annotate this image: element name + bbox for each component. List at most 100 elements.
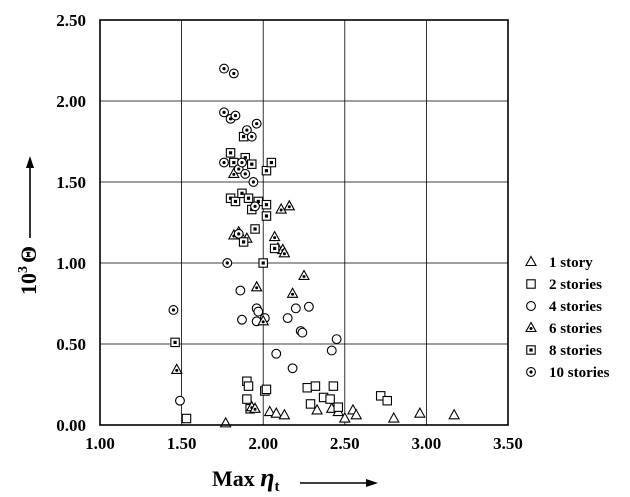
legend-marker [525, 255, 537, 267]
y-tick-label: 2.50 [56, 11, 86, 30]
data-point [233, 228, 244, 239]
x-tick-label: 1.50 [167, 434, 197, 453]
data-point [266, 157, 277, 168]
data-point [230, 196, 241, 207]
data-point [278, 408, 291, 420]
data-point [253, 306, 264, 317]
x-axis-title: Max ηt [212, 463, 280, 495]
data-point [283, 199, 296, 211]
y-axis-title: 103Θ [16, 246, 41, 295]
data-point [261, 384, 272, 395]
data-point [282, 313, 293, 324]
data-point [310, 381, 321, 391]
data-point [246, 131, 257, 142]
x-tick-label: 2.50 [330, 434, 360, 453]
data-point [268, 230, 281, 242]
data-point [261, 199, 272, 210]
data-point [413, 407, 426, 418]
data-point [219, 157, 229, 168]
x-tick-label: 3.50 [493, 434, 523, 453]
data-point [243, 193, 254, 203]
data-point [237, 188, 247, 199]
series-1 [219, 402, 461, 428]
data-point [271, 348, 282, 359]
data-point [249, 402, 261, 413]
data-point [181, 413, 192, 424]
data-point [251, 118, 262, 129]
data-point [222, 258, 233, 268]
data-point [278, 246, 291, 258]
data-point [286, 287, 299, 298]
data-point [448, 408, 461, 420]
data-point [311, 403, 323, 415]
legend: 1 story 2 stories 4 stories 6 stories 8 stor… [525, 255, 610, 381]
data-point [175, 395, 185, 406]
data-point [305, 399, 316, 409]
data-point [228, 68, 239, 79]
data-point [235, 285, 246, 296]
x-tick-labels: 1.00 1.50 2.00 2.50 3.00 3.50 [85, 434, 523, 453]
data-point [302, 382, 313, 393]
data-point [168, 305, 179, 315]
data-point [263, 405, 276, 417]
data-point [328, 381, 339, 391]
legend-label: 2 stories [549, 277, 602, 293]
legend-marker [526, 279, 536, 289]
series-3 [175, 285, 342, 406]
data-point [375, 391, 386, 401]
data-point [238, 237, 249, 247]
data-point [387, 411, 400, 423]
data-point [219, 107, 229, 118]
data-point [333, 402, 344, 412]
data-point [303, 301, 314, 312]
data-point [170, 337, 180, 348]
data-point [250, 280, 263, 292]
data-point [243, 381, 254, 391]
data-point [250, 224, 260, 234]
data-point [170, 363, 183, 374]
data-point [225, 148, 236, 158]
y-tick-label: 0.00 [56, 416, 86, 435]
data-point [350, 408, 363, 420]
data-point [261, 165, 272, 176]
data-point [331, 334, 342, 345]
data-point [261, 211, 272, 221]
data-point [258, 258, 268, 268]
data-point [257, 314, 270, 326]
data-point [297, 327, 308, 338]
x-tick-label: 2.00 [248, 434, 278, 453]
y-tick-label: 1.00 [56, 254, 86, 273]
data-point [290, 303, 301, 314]
data-point [287, 363, 298, 374]
x-axis-arrow [300, 479, 378, 487]
data-point [237, 157, 247, 168]
legend-marker [525, 321, 537, 333]
data-point [326, 345, 337, 356]
data-point [298, 269, 310, 281]
legend-label: 8 stories [549, 343, 602, 359]
data-point [240, 168, 251, 179]
x-tick-label: 1.00 [85, 434, 115, 453]
data-point [237, 314, 247, 325]
data-point [325, 394, 335, 404]
y-tick-label: 1.50 [56, 173, 86, 192]
data-point [275, 202, 288, 214]
data-point [219, 63, 229, 74]
data-point [230, 110, 241, 121]
data-point [241, 125, 252, 136]
y-axis-arrow [26, 156, 34, 238]
y-tick-labels: 0.00 0.50 1.00 1.50 2.00 2.50 [56, 11, 86, 435]
data-point [242, 394, 252, 404]
y-tick-label: 0.50 [56, 335, 86, 354]
data-point [248, 177, 259, 187]
series-6 [168, 63, 262, 315]
y-tick-label: 2.00 [56, 92, 86, 111]
data-point [382, 395, 392, 406]
data-points [168, 63, 461, 428]
data-point [247, 159, 257, 169]
legend-label: 4 stories [549, 299, 602, 315]
data-point [338, 411, 351, 423]
data-point [250, 201, 260, 212]
grid-lines [100, 20, 508, 425]
